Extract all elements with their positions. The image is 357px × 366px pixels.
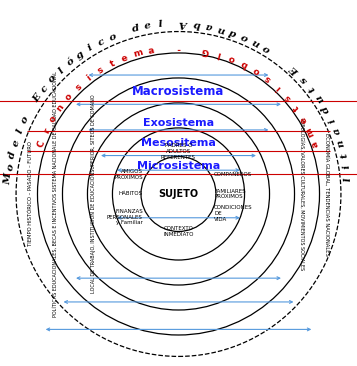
Text: l: l: [216, 49, 222, 59]
Text: u: u: [314, 93, 326, 104]
Text: e: e: [298, 114, 310, 124]
Text: r: r: [41, 127, 52, 135]
Text: c: c: [96, 37, 106, 48]
Text: FINANZAS
PERSONALES
y Familiar: FINANZAS PERSONALES y Familiar: [107, 209, 143, 225]
Text: e: e: [144, 21, 152, 31]
Text: o: o: [228, 53, 237, 63]
Text: s: s: [74, 82, 84, 93]
Text: a: a: [332, 127, 342, 136]
Text: d: d: [228, 27, 238, 38]
Text: o: o: [64, 92, 75, 102]
Text: a: a: [205, 21, 213, 31]
Text: i: i: [86, 43, 95, 53]
Text: o: o: [5, 163, 15, 171]
Text: e: e: [11, 138, 21, 147]
Text: -: -: [177, 44, 180, 52]
Text: CONTEXTO
INMEDIATO: CONTEXTO INMEDIATO: [163, 226, 194, 237]
Text: d: d: [131, 24, 140, 34]
Text: E: E: [31, 93, 43, 104]
Text: o: o: [19, 115, 30, 125]
Text: d: d: [7, 150, 18, 159]
Text: n: n: [55, 102, 66, 113]
Text: o: o: [47, 74, 58, 85]
Text: o: o: [261, 42, 272, 54]
Text: s: s: [299, 74, 310, 85]
Text: i: i: [342, 164, 352, 169]
Text: s: s: [283, 92, 293, 102]
Text: c: c: [39, 83, 50, 94]
Text: n: n: [216, 24, 226, 34]
Text: l: l: [56, 66, 66, 75]
Text: POLÍTICAS EDUCACIONALES, BECAS E INCENTIVOS SISTEMA NACIONALE DE CALIDAD EDUCACI: POLÍTICAS EDUCACIONALES, BECAS E INCENTI…: [53, 71, 58, 317]
Text: t: t: [340, 152, 349, 158]
Text: l: l: [15, 128, 25, 135]
Text: b: b: [240, 58, 250, 69]
Text: AMIGOS
PRÓXIMOS: AMIGOS PRÓXIMOS: [114, 169, 143, 180]
Text: t: t: [109, 59, 116, 69]
Text: Microsistema: Microsistema: [137, 161, 220, 171]
Text: ó: ó: [65, 57, 76, 68]
Text: i: i: [274, 83, 282, 92]
Text: t: t: [291, 104, 301, 112]
Text: C: C: [36, 139, 47, 149]
Text: E: E: [290, 64, 302, 76]
Text: d: d: [321, 104, 332, 115]
Text: TIEMPO HISTÓRICO – PASADO – FUTURO: TIEMPO HISTÓRICO – PASADO – FUTURO: [28, 142, 33, 246]
Text: n: n: [336, 138, 347, 148]
Text: LOCAL DE TRABAJO, INSTITUCIÓN DE EDUCACIÓNSUPERIOR, SITEOS DE COMANO: LOCAL DE TRABAJO, INSTITUCIÓN DE EDUCACI…: [90, 95, 96, 293]
Text: i: i: [327, 116, 337, 124]
Text: A: A: [181, 19, 189, 28]
Text: o: o: [240, 31, 250, 42]
Text: n: n: [250, 36, 261, 48]
Text: t: t: [307, 84, 317, 93]
Text: PADRES O
ADULTOS
REFERENTES: PADRES O ADULTOS REFERENTES: [161, 143, 196, 160]
Text: b: b: [193, 20, 201, 29]
Text: o: o: [107, 31, 117, 42]
Text: m: m: [304, 125, 317, 138]
Text: ECONOMÍA GLOBAL, TENDENCIAS NACIONALES: ECONOMÍA GLOBAL, TENDENCIAS NACIONALES: [324, 132, 329, 255]
Text: l: l: [344, 177, 353, 182]
Text: M: M: [4, 173, 14, 185]
Text: a: a: [147, 45, 155, 56]
Text: COMPAÑEROS: COMPAÑEROS: [214, 172, 252, 177]
Text: e: e: [120, 53, 129, 63]
Text: SUJETO: SUJETO: [159, 189, 198, 199]
Text: Mesositema: Mesositema: [141, 138, 216, 147]
Text: o: o: [252, 65, 262, 76]
Text: i: i: [85, 74, 93, 83]
Text: G: G: [201, 45, 210, 56]
Text: g: g: [75, 49, 86, 60]
Text: s: s: [96, 65, 105, 76]
Text: IDEOLOGÍAS, VALORES CULTURALES, MOVIMIENTOS SOCIALES: IDEOLOGÍAS, VALORES CULTURALES, MOVIMIEN…: [299, 118, 304, 270]
Text: Exosistema: Exosistema: [143, 118, 214, 128]
Text: m: m: [132, 48, 144, 59]
Text: o: o: [47, 114, 59, 124]
Text: HÁBITOS: HÁBITOS: [119, 191, 143, 197]
Text: s: s: [263, 73, 273, 84]
Text: CONDICIONES
DE
VIDA: CONDICIONES DE VIDA: [214, 205, 253, 222]
Text: FAMILIARES
PRÓXIMOS: FAMILIARES PRÓXIMOS: [214, 188, 246, 199]
Text: Macrosistema: Macrosistema: [132, 85, 225, 98]
Text: a: a: [311, 139, 321, 149]
Text: l: l: [157, 20, 162, 29]
